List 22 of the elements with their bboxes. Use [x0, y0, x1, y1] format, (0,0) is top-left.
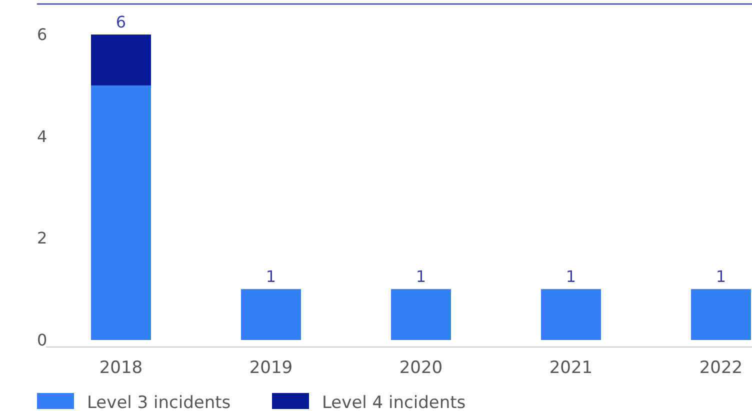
total-label: 1 [716, 267, 726, 286]
x-tick-label: 2021 [549, 358, 593, 378]
y-tick-label: 6 [37, 25, 48, 44]
bar [91, 34, 151, 86]
total-label: 6 [116, 12, 126, 32]
bar [91, 85, 151, 340]
bar [241, 289, 301, 340]
x-tick-label: 2022 [699, 358, 743, 378]
x-tick-label: 2018 [99, 358, 143, 378]
x-tick-label: 2020 [399, 358, 443, 378]
total-label: 1 [566, 267, 576, 286]
x-tick-label: 2019 [249, 358, 293, 378]
total-label: 1 [416, 267, 426, 286]
legend-label: Level 3 incidents [87, 393, 231, 411]
y-tick-label: 0 [37, 330, 48, 350]
bar [541, 289, 601, 340]
legend-label: Level 4 incidents [322, 393, 466, 411]
y-tick-label: 4 [37, 126, 48, 146]
bar [391, 289, 451, 340]
y-tick-label: 2 [37, 228, 48, 248]
bar [691, 289, 751, 340]
total-label: 1 [266, 267, 276, 286]
